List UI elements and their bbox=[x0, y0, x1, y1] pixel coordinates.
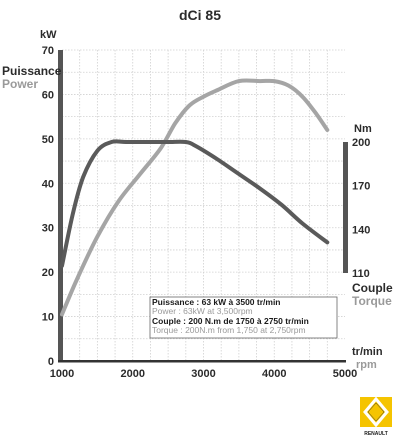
left-axis-bar bbox=[58, 50, 63, 362]
x-axis-line bbox=[58, 360, 346, 363]
x-unit-fr: tr/min bbox=[352, 346, 383, 358]
y-left-unit: kW bbox=[40, 29, 57, 41]
x-tick-label: 2000 bbox=[121, 368, 145, 380]
legend-line-torque-fr: Couple : 200 N.m de 1750 à 2750 tr/min bbox=[152, 316, 309, 326]
renault-logo: RENAULT bbox=[358, 395, 394, 437]
y-left-tick-label: 30 bbox=[42, 223, 54, 235]
y-right-tick-label: 140 bbox=[352, 224, 370, 236]
y-left-label-en: Power bbox=[2, 77, 38, 91]
legend-line-power-en: Power : 63kW at 3,500rpm bbox=[152, 306, 253, 316]
y-right-label-en: Torque bbox=[352, 294, 392, 308]
y-left-tick-label: 50 bbox=[42, 134, 54, 146]
y-right-label-fr: Couple bbox=[352, 281, 393, 295]
legend-line-torque-en: Torque : 200N.m from 1,750 at 2,750rpm bbox=[152, 325, 306, 335]
series-torque-line bbox=[60, 139, 330, 268]
x-tick-label: 4000 bbox=[262, 368, 286, 380]
x-unit-en: rpm bbox=[356, 359, 377, 371]
logo-text: RENAULT bbox=[364, 431, 388, 437]
y-right-tick-label: 110 bbox=[352, 268, 370, 280]
y-left-tick-label: 60 bbox=[42, 89, 54, 101]
series-power-line bbox=[60, 78, 330, 317]
y-left-tick-label: 40 bbox=[42, 178, 54, 190]
renault-diamond-icon bbox=[363, 396, 389, 428]
y-right-tick-label: 200 bbox=[352, 137, 370, 149]
y-left-tick-label: 70 bbox=[42, 45, 54, 57]
y-left-tick-label: 0 bbox=[48, 356, 54, 368]
y-left-tick-label: 10 bbox=[42, 312, 54, 324]
chart-title: dCi 85 bbox=[179, 7, 221, 23]
x-tick-label: 5000 bbox=[333, 368, 357, 380]
y-left-tick-label: 20 bbox=[42, 267, 54, 279]
y-left-label-fr: Puissance bbox=[2, 64, 62, 78]
legend-line-power-fr: Puissance : 63 kW à 3500 tr/min bbox=[152, 297, 281, 307]
legend-box: Puissance : 63 kW à 3500 tr/min Power : … bbox=[149, 296, 338, 339]
x-tick-label: 3000 bbox=[191, 368, 215, 380]
right-axis-bar bbox=[343, 142, 348, 273]
x-tick-label: 1000 bbox=[50, 368, 74, 380]
y-right-unit: Nm bbox=[354, 123, 372, 135]
y-right-tick-label: 170 bbox=[352, 181, 370, 193]
